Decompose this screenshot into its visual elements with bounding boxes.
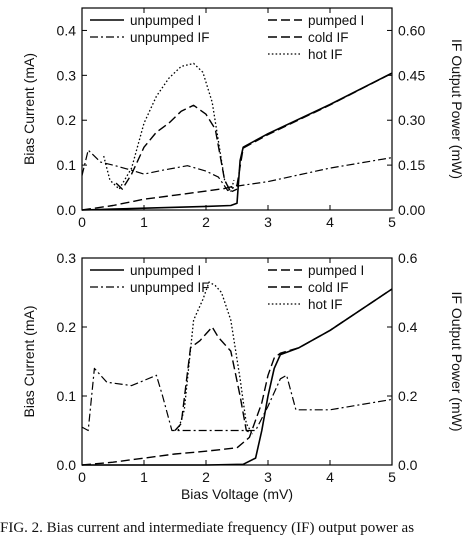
panel2-y2-tick-label: 0.6 [398, 250, 418, 266]
figure: 0 1 2 3 4 50.00.10.20.30.40.000.150.300.450.6… [0, 0, 474, 520]
panel2-y2-tick-label: 0.4 [398, 319, 418, 335]
panel2-legend-label: unpumped IF [130, 280, 210, 295]
panel1-x-tick-label: 3 [264, 214, 272, 230]
panel1-legend-label: unpumped IF [130, 30, 210, 45]
panel2-x-tick-label: 3 [264, 469, 272, 485]
panel2-legend-label: cold IF [308, 280, 349, 295]
panel2-legend-label: pumped I [308, 263, 364, 278]
panel1-x-tick-label: 0 [78, 214, 86, 230]
panel1-y2-tick-label: 0.00 [398, 202, 425, 218]
panel1-y2-tick-label: 0.45 [398, 67, 425, 83]
panel2-y2-tick-label: 0.0 [398, 457, 418, 473]
panel1-y-tick-label: 0.0 [57, 202, 77, 218]
panel2-series-pumped-I [82, 289, 392, 465]
panel1-y-tick-label: 0.2 [57, 112, 77, 128]
panel1-y2-tick-label: 0.30 [398, 112, 425, 128]
panel2-y2-axis-label: IF Output Power (mW) [449, 291, 465, 431]
panel1-y2-tick-label: 0.15 [398, 157, 425, 173]
panel1-legend-label: hot IF [308, 47, 343, 62]
panel1-y-tick-label: 0.3 [57, 67, 77, 83]
panel1-legend-label: unpumped I [130, 13, 201, 28]
panel1-x-tick-label: 5 [388, 214, 396, 230]
panel2-y-axis-label: Bias Current (mA) [21, 305, 37, 417]
panel1-y-tick-label: 0.4 [57, 22, 77, 38]
panel2-y-tick-label: 0.2 [57, 319, 77, 335]
panel1-legend-label: cold IF [308, 30, 349, 45]
panel1-y2-tick-label: 0.60 [398, 22, 425, 38]
panel2-series-hot-IF [178, 282, 252, 434]
panel1-y-tick-label: 0.1 [57, 157, 77, 173]
panel1-legend-label: pumped I [308, 13, 364, 28]
panel2-x-axis-label: Bias Voltage (mV) [181, 486, 293, 502]
panel2-x-tick-label: 2 [202, 469, 210, 485]
panel2-y2-tick-label: 0.2 [398, 388, 418, 404]
panel2-x-tick-label: 4 [326, 469, 334, 485]
panel1-x-tick-label: 1 [140, 214, 148, 230]
panel1-x-tick-label: 4 [326, 214, 334, 230]
panel2-x-tick-label: 1 [140, 469, 148, 485]
panel2-y-tick-label: 0.0 [57, 457, 77, 473]
figure-caption: FIG. 2. Bias current and intermediate fr… [0, 520, 474, 537]
panel2-y-tick-label: 0.3 [57, 250, 77, 266]
panel1-y-axis-label: Bias Current (mA) [21, 53, 37, 165]
panel1-series-hot-IF [104, 63, 234, 192]
panel2-legend-label: unpumped I [130, 263, 201, 278]
panel2-x-tick-label: 5 [388, 469, 396, 485]
panel2-x-tick-label: 0 [78, 469, 86, 485]
panel2-series-unpumped-I [82, 289, 392, 465]
panel1-y2-axis-label: IF Output Power (mW) [449, 39, 465, 179]
panel1-series-cold-IF [116, 105, 237, 192]
panel1-x-tick-label: 2 [202, 214, 210, 230]
panel2-legend-label: hot IF [308, 297, 343, 312]
panel2-y-tick-label: 0.1 [57, 388, 77, 404]
